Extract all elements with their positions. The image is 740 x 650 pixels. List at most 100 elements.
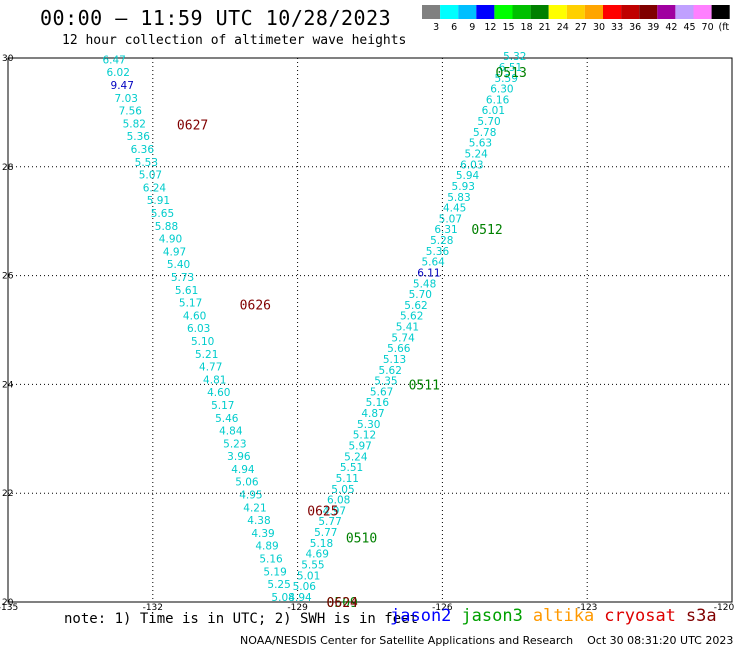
swh-value-east-track: 5.12 — [353, 430, 376, 442]
scale-label: 70 — [702, 22, 714, 33]
scale-label: 6 — [451, 22, 457, 33]
swh-value-east-track: 5.77 — [318, 516, 341, 528]
swh-value-west-track: 5.40 — [167, 259, 190, 271]
swh-value-east-track: 5.83 — [447, 192, 470, 204]
lon-tick-label: -132 — [143, 603, 163, 613]
lon-tick-label: -120 — [714, 603, 735, 613]
scale-swatch — [621, 5, 640, 19]
swh-value-west-track: 4.81 — [203, 374, 226, 386]
map-frame — [7, 57, 733, 603]
pass-label-jason3: 0513 — [495, 66, 526, 81]
scale-swatch — [548, 5, 567, 19]
scale-label: 33 — [611, 22, 623, 33]
swh-value-east-track: 5.24 — [464, 149, 488, 161]
swh-value-west-track: 5.08 — [271, 592, 294, 604]
swh-value-east-track: 5.16 — [366, 397, 390, 409]
swh-value-east-track: 4.45 — [443, 203, 466, 215]
satellite-cryosat: cryosat — [604, 606, 676, 626]
swh-value-east-track: 5.64 — [421, 257, 445, 269]
lat-tick-label: 26 — [2, 272, 14, 282]
swh-value-east-track: 5.74 — [391, 332, 415, 344]
swh-value-east-track: 5.41 — [396, 322, 419, 334]
scale-label: 42 — [665, 22, 677, 33]
swh-value-east-track: 4.87 — [361, 408, 384, 420]
swh-value-east-track: 6.30 — [490, 84, 513, 96]
scale-swatch — [458, 5, 477, 19]
swh-value-east-track: 5.13 — [383, 354, 406, 366]
scale-label: 15 — [502, 22, 514, 33]
scale-label: 24 — [557, 22, 569, 33]
swh-value-east-track: 5.06 — [293, 581, 317, 593]
swh-value-east-track: 5.59 — [495, 73, 518, 85]
pass-label-cryosat: 0627 — [177, 118, 208, 133]
scale-label: 12 — [484, 22, 496, 33]
swh-value-east-track: 5.36 — [426, 246, 450, 258]
pass-label-jason3: 0511 — [409, 378, 440, 393]
map-subtitle: 12 hour collection of altimeter wave hei… — [62, 33, 407, 48]
swh-value-east-track: 5.63 — [469, 138, 492, 150]
scale-swatch — [657, 5, 676, 19]
swh-value-east-track: 5.62 — [400, 311, 423, 323]
scale-swatch — [711, 5, 730, 19]
swh-value-west-track: 4.84 — [219, 426, 243, 438]
credit-text: NOAA/NESDIS Center for Satellite Applica… — [240, 634, 574, 647]
scale-label: 21 — [539, 22, 551, 33]
swh-value-west-track: 4.97 — [163, 246, 186, 258]
swh-value-west-track: 5.88 — [155, 221, 178, 233]
swh-value-west-track: 5.36 — [127, 131, 151, 143]
swh-value-west-track: 5.65 — [151, 208, 174, 220]
swh-value-east-track: 5.30 — [357, 419, 380, 431]
swh-value-east-track: 5.67 — [370, 386, 393, 398]
swh-value-east-track: 6.03 — [460, 159, 483, 171]
lon-tick-label: -126 — [432, 603, 453, 613]
pass-label-cryosat: 0626 — [240, 298, 271, 313]
swh-value-west-track: 5.91 — [147, 195, 170, 207]
scale-label: 27 — [575, 22, 587, 33]
swh-value-east-track: 6.11 — [417, 267, 440, 279]
swh-value-west-track: 5.53 — [135, 157, 158, 169]
swh-value-east-track: 5.28 — [430, 235, 453, 247]
scale-label: (ft) — [719, 22, 730, 33]
swh-value-east-track: 5.32 — [503, 51, 526, 63]
swh-value-west-track: 5.17 — [179, 298, 202, 310]
swh-value-east-track: 5.70 — [409, 289, 432, 301]
scale-label: 30 — [593, 22, 605, 33]
swh-value-west-track: 5.10 — [191, 336, 214, 348]
swh-value-west-track: 4.21 — [243, 502, 266, 514]
swh-value-east-track: 5.18 — [310, 538, 333, 550]
swh-value-west-track: 5.46 — [215, 413, 239, 425]
swh-value-east-track: 5.11 — [336, 473, 359, 485]
lon-tick-label: -135 — [0, 603, 18, 613]
scale-swatch — [476, 5, 495, 19]
swh-value-east-track: 5.35 — [374, 376, 397, 388]
swh-value-east-track: 5.77 — [314, 527, 337, 539]
swh-value-east-track: 5.55 — [301, 559, 324, 571]
swh-value-east-track: 5.07 — [439, 213, 462, 225]
swh-value-west-track: 5.19 — [263, 566, 286, 578]
satellite-jason3: jason3 — [461, 606, 523, 626]
scale-swatch — [494, 5, 513, 19]
swh-value-west-track: 4.60 — [207, 387, 230, 399]
pass-label-cryosat: 0624 — [327, 596, 358, 611]
scale-swatch — [422, 5, 441, 19]
swh-value-east-track: 5.70 — [477, 116, 500, 128]
swh-value-west-track: 4.95 — [239, 490, 262, 502]
swh-value-west-track: 5.73 — [171, 272, 194, 284]
pass-label-jason3: 0510 — [346, 531, 377, 546]
scale-label: 9 — [469, 22, 475, 33]
lat-tick-label: 20 — [2, 598, 14, 608]
swh-value-west-track: 5.23 — [223, 438, 246, 450]
swh-value-west-track: 5.21 — [195, 349, 218, 361]
satellite-jason2: jason2 — [390, 606, 452, 626]
scale-swatch — [566, 5, 585, 19]
swh-value-west-track: 6.24 — [143, 182, 167, 194]
swh-value-east-track: 5.62 — [404, 300, 427, 312]
swh-value-east-track: 6.01 — [482, 105, 505, 117]
credit-timestamp: Oct 30 08:31:20 UTC 2023 — [587, 634, 734, 647]
scale-swatch — [675, 5, 694, 19]
pass-label-cryosat: 0625 — [307, 505, 338, 520]
swh-value-east-track: 6.31 — [434, 224, 457, 236]
lat-tick-label: 22 — [2, 489, 13, 499]
lat-tick-label: 24 — [2, 380, 14, 390]
